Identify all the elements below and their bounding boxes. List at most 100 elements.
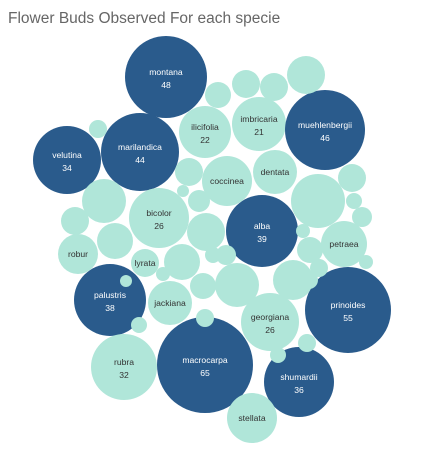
bubble-unlabeled-32[interactable] bbox=[291, 174, 345, 228]
bubble-unlabeled-23[interactable] bbox=[232, 70, 260, 98]
bubble-velutina[interactable]: velutina 34 bbox=[33, 126, 101, 194]
bubble-unlabeled-51[interactable] bbox=[298, 334, 316, 352]
bubble-unlabeled-36[interactable] bbox=[97, 223, 133, 259]
bubble-circle-georgiana[interactable] bbox=[241, 293, 299, 351]
bubble-circle-unlabeled-46[interactable] bbox=[120, 275, 132, 287]
bubble-unlabeled-50[interactable] bbox=[300, 271, 318, 289]
bubble-circle-unlabeled-42[interactable] bbox=[216, 245, 236, 265]
bubble-circle-bicolor[interactable] bbox=[129, 188, 189, 248]
bubble-unlabeled-34[interactable] bbox=[352, 207, 372, 227]
bubble-circle-macrocarpa[interactable] bbox=[157, 317, 253, 413]
bubble-circle-prinoides[interactable] bbox=[305, 267, 391, 353]
bubble-bicolor[interactable]: bicolor 26 bbox=[129, 188, 189, 248]
bubble-unlabeled-37[interactable] bbox=[187, 213, 225, 251]
bubble-unlabeled-44[interactable] bbox=[359, 255, 373, 269]
bubble-circle-unlabeled-30[interactable] bbox=[82, 179, 126, 223]
bubble-unlabeled-27[interactable] bbox=[175, 158, 203, 186]
bubble-lyrata[interactable]: lyrata bbox=[131, 249, 159, 277]
bubble-circle-unlabeled-48[interactable] bbox=[190, 273, 216, 299]
bubble-circle-unlabeled-54[interactable] bbox=[270, 347, 286, 363]
bubble-circle-shumardii[interactable] bbox=[264, 347, 334, 417]
bubble-circle-unlabeled-37[interactable] bbox=[187, 213, 225, 251]
bubble-circle-unlabeled-31[interactable] bbox=[188, 190, 210, 212]
bubble-unlabeled-31[interactable] bbox=[188, 190, 210, 212]
bubble-circle-muehlenbergii[interactable] bbox=[285, 90, 365, 170]
bubble-circle-lyrata[interactable] bbox=[131, 249, 159, 277]
bubble-circle-velutina[interactable] bbox=[33, 126, 101, 194]
bubble-circle-unlabeled-25[interactable] bbox=[205, 82, 231, 108]
bubble-georgiana[interactable]: georgiana 26 bbox=[241, 293, 299, 351]
bubble-unlabeled-47[interactable] bbox=[273, 260, 313, 300]
bubble-circle-stellata[interactable] bbox=[227, 393, 277, 443]
bubble-unlabeled-29[interactable] bbox=[177, 185, 189, 197]
bubble-circle-dentata[interactable] bbox=[253, 150, 297, 194]
bubble-circle-unlabeled-28[interactable] bbox=[338, 164, 366, 192]
bubble-circle-jackiana[interactable] bbox=[148, 281, 192, 325]
bubble-unlabeled-28[interactable] bbox=[338, 164, 366, 192]
bubble-unlabeled-49[interactable] bbox=[215, 263, 259, 307]
bubble-unlabeled-46[interactable] bbox=[120, 275, 132, 287]
bubble-circle-unlabeled-53[interactable] bbox=[131, 317, 147, 333]
bubble-circle-montana[interactable] bbox=[125, 36, 207, 118]
bubble-prinoides[interactable]: prinoides 55 bbox=[305, 267, 391, 353]
bubble-circle-unlabeled-49[interactable] bbox=[215, 263, 259, 307]
bubble-unlabeled-22[interactable] bbox=[287, 56, 325, 94]
bubble-circle-unlabeled-39[interactable] bbox=[297, 237, 323, 263]
bubble-circle-unlabeled-26[interactable] bbox=[89, 120, 107, 138]
bubble-unlabeled-53[interactable] bbox=[131, 317, 147, 333]
bubble-unlabeled-30[interactable] bbox=[82, 179, 126, 223]
bubble-circle-unlabeled-47[interactable] bbox=[273, 260, 313, 300]
bubble-circle-rubra[interactable] bbox=[91, 334, 157, 400]
bubble-circle-robur[interactable] bbox=[58, 234, 98, 274]
bubble-unlabeled-35[interactable] bbox=[61, 207, 89, 235]
bubble-circle-unlabeled-24[interactable] bbox=[260, 73, 288, 101]
bubble-circle-unlabeled-36[interactable] bbox=[97, 223, 133, 259]
bubble-circle-petraea[interactable] bbox=[321, 221, 367, 267]
bubble-circle-unlabeled-33[interactable] bbox=[346, 193, 362, 209]
bubble-circle-unlabeled-34[interactable] bbox=[352, 207, 372, 227]
bubble-circle-unlabeled-44[interactable] bbox=[359, 255, 373, 269]
bubble-unlabeled-42[interactable] bbox=[216, 245, 236, 265]
bubble-macrocarpa[interactable]: macrocarpa 65 bbox=[157, 317, 253, 413]
bubble-circle-coccinea[interactable] bbox=[202, 156, 252, 206]
bubble-rubra[interactable]: rubra 32 bbox=[91, 334, 157, 400]
bubble-unlabeled-24[interactable] bbox=[260, 73, 288, 101]
bubble-circle-unlabeled-43[interactable] bbox=[310, 259, 328, 277]
bubble-unlabeled-43[interactable] bbox=[310, 259, 328, 277]
bubble-circle-unlabeled-38[interactable] bbox=[296, 224, 310, 238]
bubble-circle-alba[interactable] bbox=[226, 195, 298, 267]
bubble-circle-unlabeled-51[interactable] bbox=[298, 334, 316, 352]
bubble-circle-unlabeled-22[interactable] bbox=[287, 56, 325, 94]
bubble-circle-unlabeled-50[interactable] bbox=[300, 271, 318, 289]
bubble-unlabeled-48[interactable] bbox=[190, 273, 216, 299]
bubble-robur[interactable]: robur bbox=[58, 234, 98, 274]
bubble-dentata[interactable]: dentata bbox=[253, 150, 297, 194]
bubble-circle-ilicifolia[interactable] bbox=[179, 106, 231, 158]
bubble-unlabeled-26[interactable] bbox=[89, 120, 107, 138]
bubble-alba[interactable]: alba 39 bbox=[226, 195, 298, 267]
bubble-unlabeled-45[interactable] bbox=[156, 267, 170, 281]
bubble-unlabeled-52[interactable] bbox=[196, 309, 214, 327]
bubble-jackiana[interactable]: jackiana bbox=[148, 281, 192, 325]
bubble-unlabeled-25[interactable] bbox=[205, 82, 231, 108]
bubble-shumardii[interactable]: shumardii 36 bbox=[264, 347, 334, 417]
bubble-unlabeled-39[interactable] bbox=[297, 237, 323, 263]
bubble-unlabeled-54[interactable] bbox=[270, 347, 286, 363]
bubble-circle-unlabeled-52[interactable] bbox=[196, 309, 214, 327]
bubble-unlabeled-38[interactable] bbox=[296, 224, 310, 238]
bubble-circle-unlabeled-45[interactable] bbox=[156, 267, 170, 281]
bubble-imbricaria[interactable]: imbricaria 21 bbox=[232, 97, 286, 151]
bubble-ilicifolia[interactable]: ilicifolia 22 bbox=[179, 106, 231, 158]
bubble-unlabeled-40[interactable] bbox=[164, 244, 200, 280]
bubble-muehlenbergii[interactable]: muehlenbergii 46 bbox=[285, 90, 365, 170]
bubble-unlabeled-33[interactable] bbox=[346, 193, 362, 209]
bubble-montana[interactable]: montana 48 bbox=[125, 36, 207, 118]
bubble-circle-unlabeled-32[interactable] bbox=[291, 174, 345, 228]
bubble-circle-unlabeled-23[interactable] bbox=[232, 70, 260, 98]
bubble-marilandica[interactable]: marilandica 44 bbox=[101, 113, 179, 191]
bubble-circle-unlabeled-35[interactable] bbox=[61, 207, 89, 235]
bubble-circle-marilandica[interactable] bbox=[101, 113, 179, 191]
bubble-circle-unlabeled-29[interactable] bbox=[177, 185, 189, 197]
bubble-circle-unlabeled-40[interactable] bbox=[164, 244, 200, 280]
bubble-stellata[interactable]: stellata bbox=[227, 393, 277, 443]
